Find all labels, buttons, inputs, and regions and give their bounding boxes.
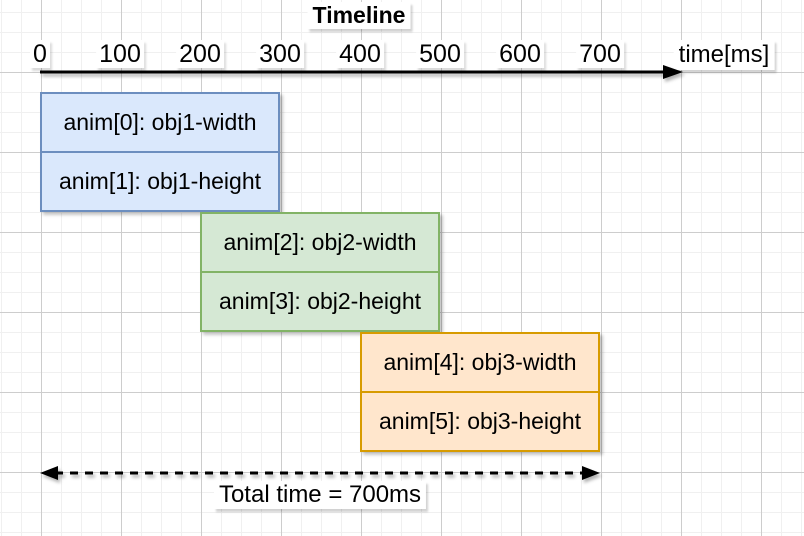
axis-tick-label: 100 [96,40,144,68]
total-time-label: Total time = 700ms [213,481,427,509]
animation-bar: anim[1]: obj1-height [42,151,278,210]
animation-bar: anim[2]: obj2-width [223,229,417,255]
axis-tick-label: 0 [30,40,50,68]
animation-bar: anim[4]: obj3-width [383,349,577,375]
total-arrow-left-arrowhead-icon [40,466,58,480]
time-axis-arrow [40,65,683,79]
total-arrow-right-arrowhead-icon [582,466,600,480]
total-duration-arrow [40,466,600,480]
timeline-bar-group-obj3: anim[4]: obj3-width anim[5]: obj3-height [360,332,600,452]
timeline-bar-group-obj2: anim[2]: obj2-width anim[3]: obj2-height [200,212,440,332]
axis-tick-label: 600 [496,40,544,68]
axis-tick-label: 500 [416,40,464,68]
timeline-bar-group-obj1: anim[0]: obj1-width anim[1]: obj1-height [40,92,280,212]
diagram-title: Timeline [307,2,411,29]
axis-tick-label: 200 [176,40,224,68]
axis-unit-label: time[ms] [673,40,775,70]
axis-tick-label: 300 [256,40,304,68]
axis-tick-label: 700 [576,40,624,68]
animation-bar: anim[0]: obj1-width [63,109,257,135]
axis-tick-label: 400 [336,40,384,68]
axis-arrowhead-icon [663,65,683,79]
animation-bar: anim[3]: obj2-height [202,271,438,330]
animation-bar: anim[5]: obj3-height [362,391,598,450]
